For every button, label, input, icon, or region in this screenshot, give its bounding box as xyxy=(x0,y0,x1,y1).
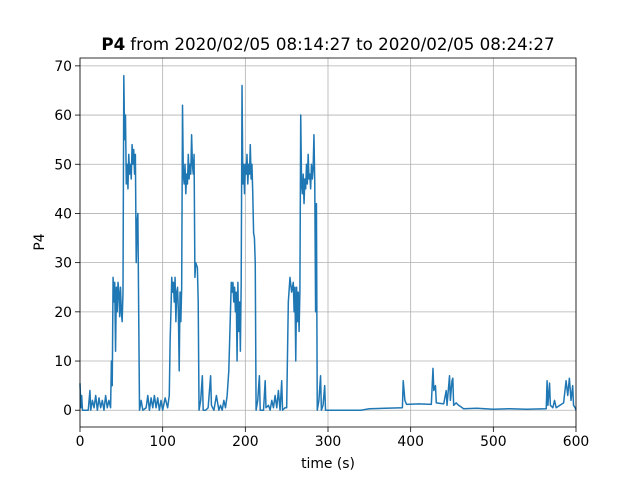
x-tick-label: 100 xyxy=(149,434,176,450)
y-tick-label: 10 xyxy=(54,354,72,370)
y-tick-label: 20 xyxy=(54,305,72,321)
x-tick-label: 500 xyxy=(480,434,507,450)
y-tick-label: 50 xyxy=(54,157,72,173)
x-tick-label: 600 xyxy=(563,434,590,450)
y-tick-label: 30 xyxy=(54,256,72,272)
y-tick-label: 40 xyxy=(54,206,72,222)
x-tick-label: 400 xyxy=(397,434,424,450)
x-axis-label: time (s) xyxy=(301,456,355,472)
chart-title: P4 from 2020/02/05 08:14:27 to 2020/02/05… xyxy=(101,34,554,54)
title-bold: P4 xyxy=(101,34,125,54)
plot-frame xyxy=(79,57,577,428)
y-tick-label: 0 xyxy=(63,403,72,419)
x-tick-label: 0 xyxy=(76,434,85,450)
y-axis-label: P4 xyxy=(32,233,48,250)
data-line xyxy=(79,74,577,411)
y-tick-label: 70 xyxy=(54,59,72,75)
title-rest: from 2020/02/05 08:14:27 to 2020/02/05 0… xyxy=(130,34,554,54)
y-tick-label: 60 xyxy=(54,108,72,124)
x-tick-label: 200 xyxy=(232,434,259,450)
x-tick-label: 300 xyxy=(315,434,342,450)
